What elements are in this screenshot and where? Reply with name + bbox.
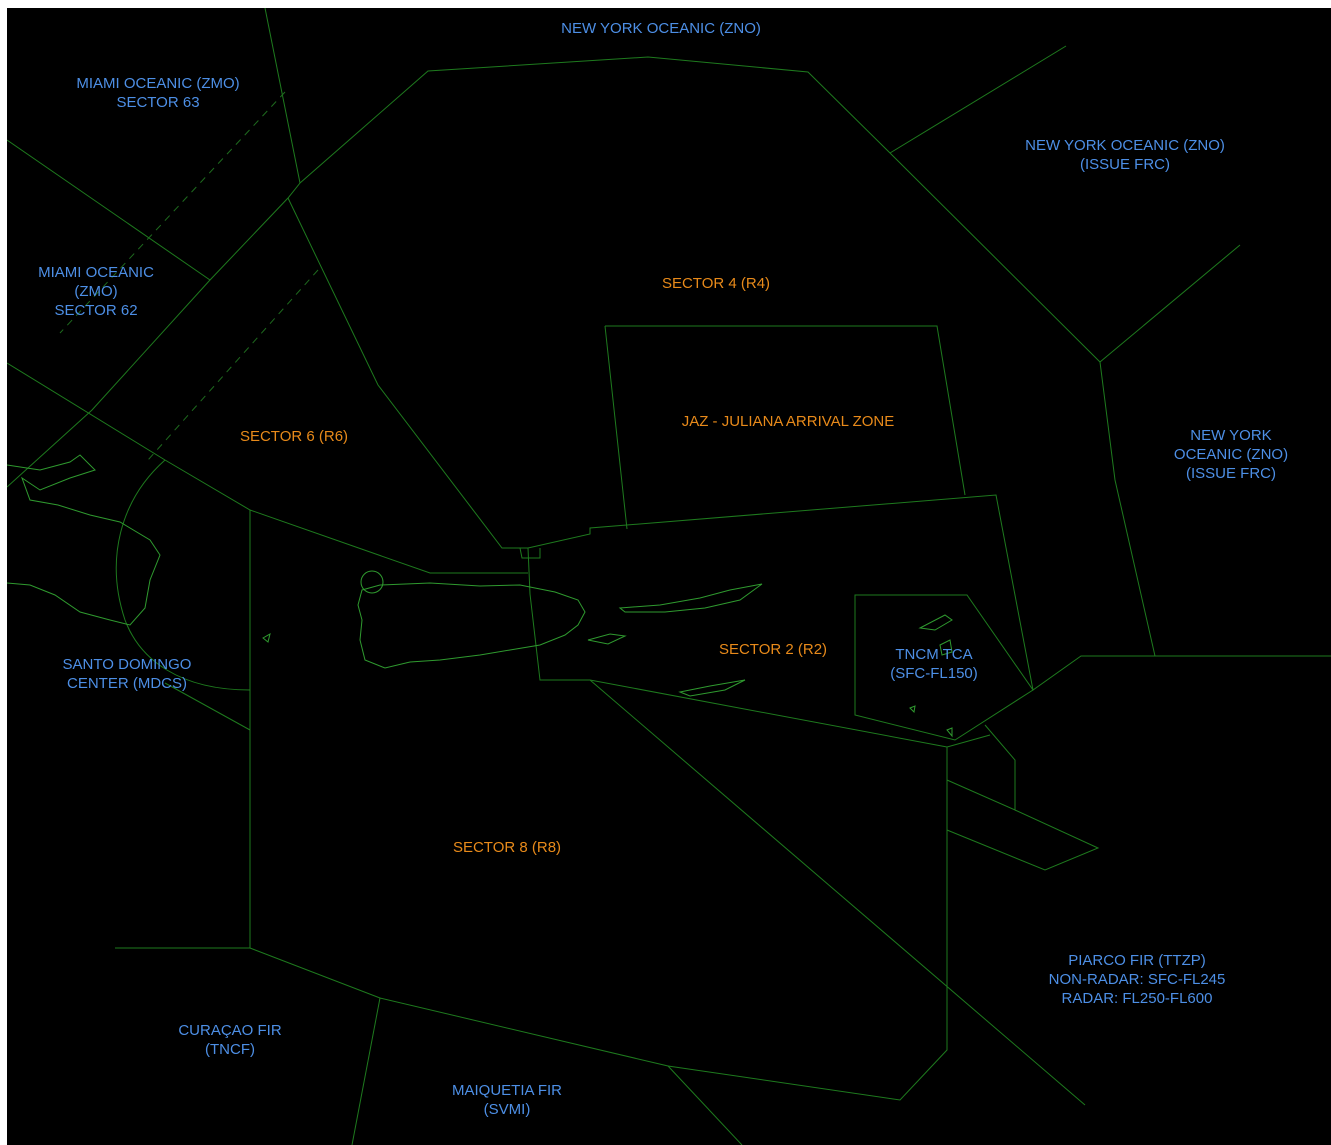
sector-6-west-boundary [7,362,528,574]
piarco-extension [946,809,1100,871]
curacao-maiquetia-divider [351,997,381,1145]
sector-2-west [527,547,948,748]
st-maarten-coast [939,639,953,656]
label-ny-oceanic-frc-2: NEW YORK OCEANIC (ZNO) (ISSUE FRC) [1173,427,1289,482]
label-sector-4: SECTOR 4 (R4) [661,275,771,292]
jaz-boundary [604,325,966,530]
route-dashed-1 [59,91,286,334]
saba-coast [909,705,916,714]
route-dashed-2 [147,269,319,461]
santo-domingo-divider [164,682,251,731]
piarco-boundary [946,724,1016,811]
sector-6-4-divider [287,197,528,549]
virgin-islands-coast [618,583,763,613]
airspace-map[interactable]: NEW YORK OCEANIC (ZNO) MIAMI OCEANIC (ZM… [7,8,1331,1145]
sector-8-south [249,947,743,1145]
label-santo-domingo: SANTO DOMINGO CENTER (MDCS) [62,656,192,692]
vieques-coast [587,633,627,645]
tncm-tca-boundary [854,594,1034,741]
statia-coast [946,727,953,738]
small-notch [519,547,541,559]
puerto-rico-coast [357,582,586,669]
label-sector-8: SECTOR 8 (R8) [452,839,562,856]
hispaniola-coast [7,454,161,626]
airport-ring [360,570,384,594]
ny-oceanic-split-upper [889,45,1067,154]
label-jaz: JAZ - JULIANA ARRIVAL ZONE [681,413,895,430]
miami-divider [7,8,301,488]
santo-domingo-arc [115,459,251,691]
miami-63-62-divider [7,139,211,281]
label-maiquetia-fir: MAIQUETIA FIR (SVMI) [451,1082,563,1118]
sector-8-west [115,510,251,949]
label-miami-oceanic-62: MIAMI OCEANIC (ZMO) SECTOR 62 [38,264,154,319]
boundary-layer [7,8,1331,1145]
label-sector-6: SECTOR 6 (R6) [239,428,349,445]
sector-8-diagonal [589,679,1086,1106]
sector-2-boundary [527,494,1331,691]
sector-4-boundary [299,56,1156,657]
label-ny-oceanic-top: NEW YORK OCEANIC (ZNO) [561,20,761,37]
st-croix-coast [678,679,746,697]
small-island [262,632,271,643]
label-tncm-tca: TNCM TCA (SFC-FL150) [890,646,978,682]
label-sector-2: SECTOR 2 (R2) [718,641,828,658]
ny-oceanic-split-lower [1099,244,1241,363]
label-curacao-fir: CURAÇAO FIR (TNCF) [178,1022,282,1058]
label-piarco-fir: PIARCO FIR (TTZP) NON-RADAR: SFC-FL245 R… [1048,952,1226,1007]
label-ny-oceanic-frc-1: NEW YORK OCEANIC (ZNO) (ISSUE FRC) [1025,137,1225,173]
label-miami-oceanic-63: MIAMI OCEANIC (ZMO) SECTOR 63 [76,75,240,111]
anguilla-coast [918,614,953,631]
sector-8-southeast [667,734,991,1101]
